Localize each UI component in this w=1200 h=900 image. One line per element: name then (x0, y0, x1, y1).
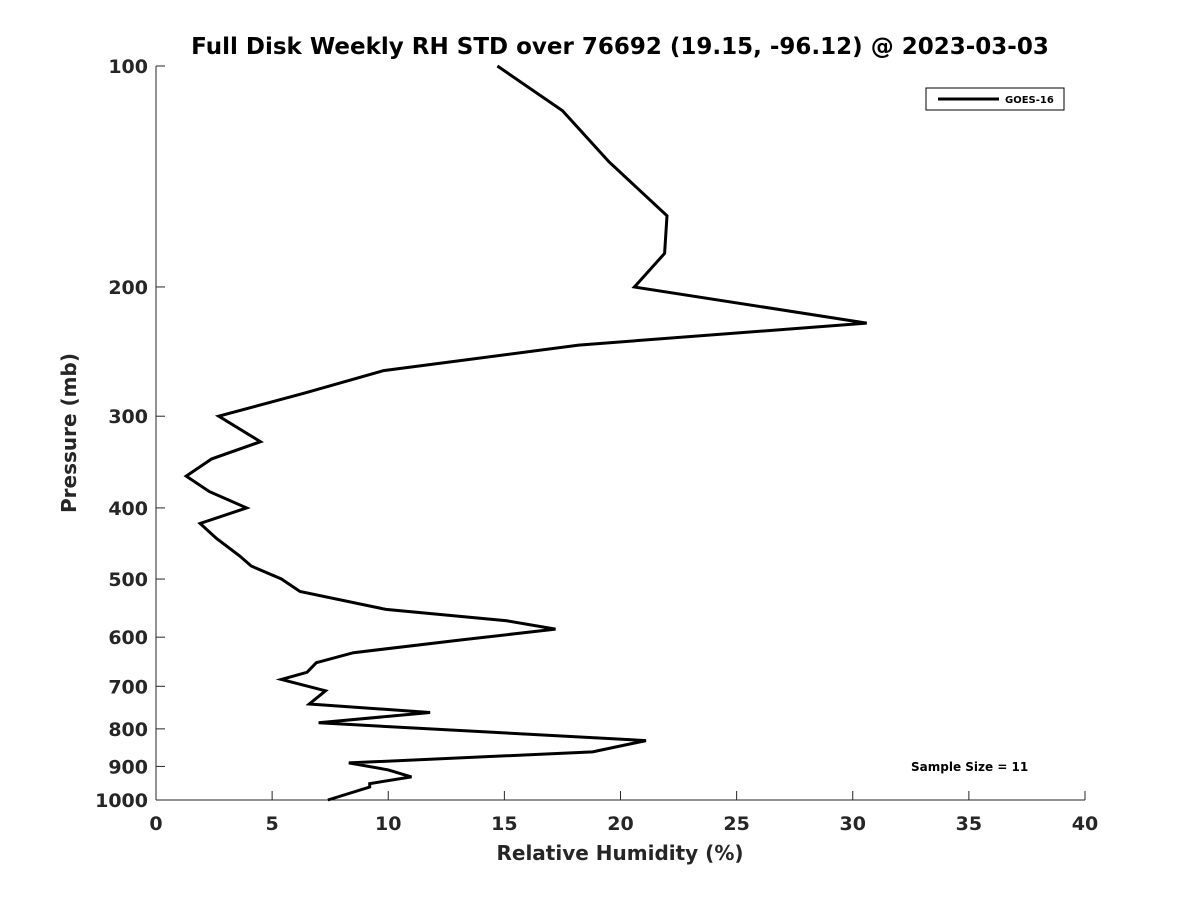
x-tick-label: 5 (266, 813, 279, 835)
x-tick-label: 30 (840, 813, 866, 835)
x-tick-label: 25 (723, 813, 749, 835)
x-tick-label: 40 (1072, 813, 1098, 835)
y-tick-label: 900 (108, 756, 148, 778)
y-tick-label: 600 (108, 627, 148, 649)
x-tick-label: 0 (149, 813, 162, 835)
y-tick-label: 700 (108, 676, 148, 698)
legend-label-goes-16: GOES-16 (1005, 95, 1054, 106)
sample-size-annotation: Sample Size = 11 (911, 760, 1028, 774)
y-tick-label: 1000 (95, 790, 148, 812)
x-tick-label: 20 (607, 813, 633, 835)
y-axis-label: Pressure (mb) (57, 353, 81, 513)
x-tick-label: 35 (956, 813, 982, 835)
y-tick-label: 200 (108, 277, 148, 299)
chart-title: Full Disk Weekly RH STD over 76692 (19.1… (191, 34, 1049, 60)
y-tick-label: 400 (108, 498, 148, 520)
plot-area: 0 5 10 15 20 25 30 35 40 100 200 300 400 500 600 700 800… (95, 56, 1098, 835)
y-tick-label: 300 (108, 406, 148, 428)
y-tick-label: 800 (108, 719, 148, 741)
x-axis-label: Relative Humidity (%) (496, 841, 743, 865)
series-line-goes-16 (183, 64, 867, 802)
legend: GOES-16 (925, 87, 1065, 111)
x-tick-label: 10 (375, 813, 401, 835)
y-tick-label: 100 (108, 56, 148, 78)
y-tick-label: 500 (108, 569, 148, 591)
x-tick-label: 15 (491, 813, 517, 835)
